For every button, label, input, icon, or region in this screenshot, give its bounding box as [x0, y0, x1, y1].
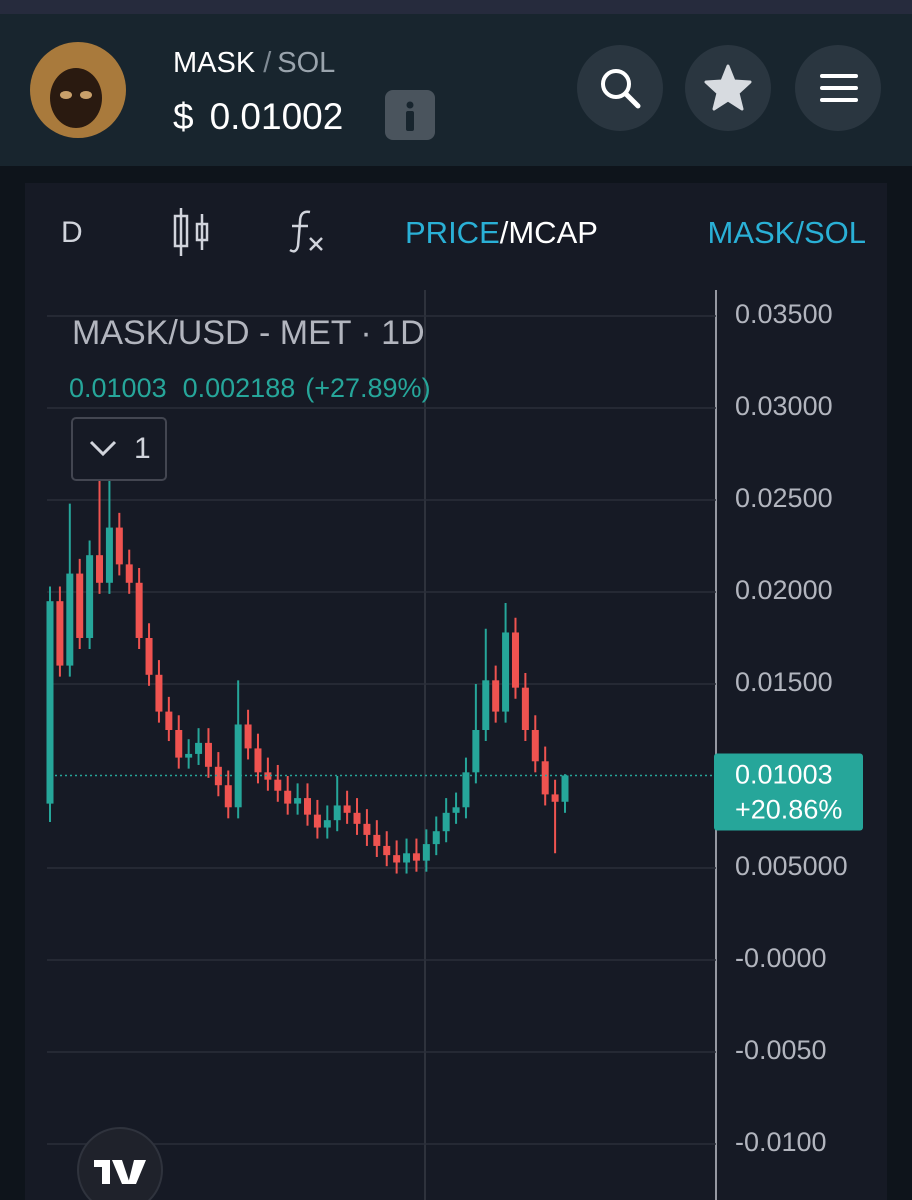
candle-body [353, 812, 361, 824]
header [0, 14, 912, 166]
chart-legend: 0.01003 0.002188 (+27.89%) [69, 373, 431, 403]
y-tick-label: -0.0000 [735, 943, 827, 973]
quote: SOL [277, 47, 335, 79]
price-value: 0.01002 [210, 96, 344, 137]
candle-body [492, 680, 500, 712]
candles: 0.01003 +20.86% [46, 466, 863, 874]
candle-body [185, 753, 193, 758]
badge-count: 1 [134, 432, 151, 465]
price-mcap-toggle[interactable]: PRICE/MCAP [405, 215, 598, 250]
candle-body [452, 807, 460, 813]
candle-body [502, 632, 510, 712]
pair-name: MASK / SOL [173, 47, 335, 79]
candle-body [96, 555, 104, 583]
status-strip [0, 0, 912, 14]
y-tick-label: 0.005000 [735, 851, 848, 881]
mcap-option[interactable]: /MCAP [500, 215, 598, 250]
y-tick-label: 0.02500 [735, 483, 833, 513]
candle-body [155, 674, 163, 712]
candle-body [125, 564, 133, 583]
candle-body [422, 844, 430, 861]
candle-body [195, 742, 203, 754]
currency: $ [173, 96, 194, 137]
candle-body [363, 823, 371, 835]
y-tick-label: 0.02000 [735, 575, 833, 605]
candle-body [482, 680, 490, 731]
y-tick-label: -0.0100 [735, 1127, 827, 1157]
candle-body [323, 820, 331, 828]
candle-body [541, 761, 549, 795]
last-price-change: +20.86% [735, 795, 842, 825]
candle-body [165, 711, 173, 731]
candle-body [234, 724, 242, 808]
candle-body [86, 555, 94, 638]
y-tick-label: 0.01500 [735, 667, 833, 697]
search-button[interactable] [577, 45, 663, 131]
y-tick-label: -0.0050 [735, 1035, 827, 1065]
candle-body [284, 790, 292, 804]
candle-body [472, 730, 480, 773]
tradingview-logo[interactable] [77, 1127, 163, 1200]
candle-body [313, 814, 321, 828]
candle-body [343, 805, 351, 813]
candle-body [462, 772, 470, 808]
candle-body [145, 637, 153, 675]
chart-type-button[interactable] [173, 208, 209, 256]
menu-button[interactable] [795, 45, 881, 131]
chart-panel [25, 183, 887, 1200]
candle-body [175, 730, 183, 758]
candle-body [66, 573, 74, 666]
candle-body [204, 742, 212, 767]
candle-body [115, 527, 123, 565]
chart-title: MASK/USD - MET · 1D [72, 314, 425, 352]
price-option[interactable]: PRICE [405, 215, 500, 250]
candle-body [551, 794, 559, 802]
price: $0.01002 [173, 96, 343, 137]
legend-change: 0.002188 [183, 373, 296, 403]
candle-body [244, 724, 252, 749]
candle-body [383, 845, 391, 856]
interval-button[interactable]: D [61, 216, 83, 249]
last-price-tag [714, 753, 863, 831]
candle-body [304, 798, 311, 815]
candle-body [46, 601, 54, 804]
y-tick-label: 0.03000 [735, 391, 833, 421]
legend-change-pct: (+27.89%) [305, 373, 430, 403]
token: MASK [173, 47, 256, 79]
candle-body [274, 779, 282, 791]
info-button[interactable] [385, 90, 435, 140]
favorite-button[interactable] [685, 45, 771, 131]
candle-body [442, 812, 450, 832]
indicators-button[interactable] [289, 210, 323, 253]
candle-body [432, 831, 440, 845]
series-collapse-button[interactable]: 1 [71, 417, 167, 481]
candle-body [561, 775, 569, 802]
candle-body [412, 853, 420, 861]
candle-body [214, 766, 222, 786]
avatar [30, 42, 126, 138]
candle-body [224, 785, 232, 808]
candle-body [373, 834, 381, 846]
y-tick-label: 0.03500 [735, 299, 833, 329]
candle-body [531, 730, 539, 762]
candle-body [393, 855, 401, 863]
pair-toggle[interactable]: MASK/SOL [708, 215, 867, 250]
separator: / [263, 47, 272, 79]
candle-body [76, 573, 84, 638]
candle-body [333, 805, 341, 821]
candle-body [294, 798, 302, 804]
candle-body [511, 632, 519, 688]
candle-body [521, 687, 529, 731]
legend-last: 0.01003 [69, 373, 167, 403]
candle-body [264, 772, 272, 780]
candle-body [105, 527, 113, 583]
candle-body [135, 582, 143, 638]
candle-body [254, 748, 262, 773]
candle-body [403, 853, 411, 863]
grid: 0.03500 0.03000 0.02500 0.02000 0.01500 0.005… [47, 299, 848, 1157]
last-price-label: 0.01003 [735, 760, 833, 790]
candle-body [56, 601, 64, 666]
